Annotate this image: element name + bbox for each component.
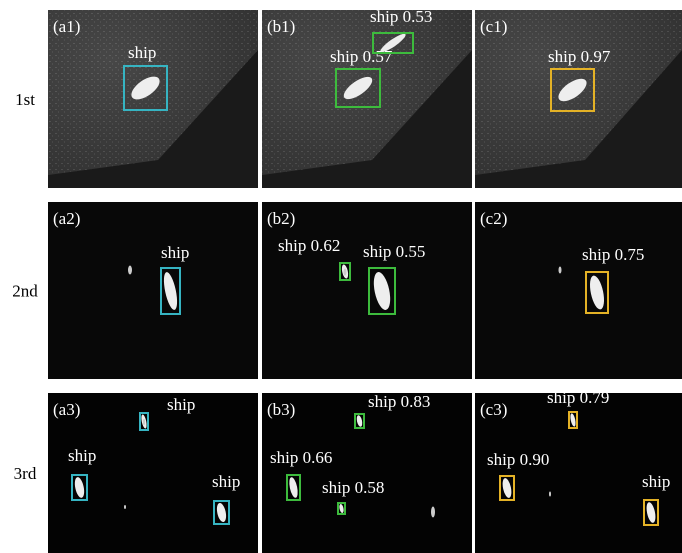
detection-label: ship 0.90 — [487, 450, 549, 469]
ship-echo — [559, 267, 562, 274]
ship-echo — [143, 419, 145, 425]
image-panel: ship (a2) — [48, 202, 258, 379]
image-panel: ship (a1) — [48, 10, 258, 188]
detection-label: ship 0.62 — [278, 236, 340, 255]
image-panel: ship 0.75 (c2) — [475, 202, 682, 379]
detection-label: ship 0.83 — [368, 392, 430, 411]
detection-label: ship 0.79 — [547, 388, 609, 407]
image-panel: ship 0.62 ship 0.55 (b2) — [262, 202, 472, 379]
detection-label: ship 0.66 — [270, 448, 332, 467]
sar-background — [475, 202, 682, 379]
ship-echo — [431, 507, 435, 518]
row-label: 2nd — [12, 282, 38, 301]
panel-tag: (b2) — [267, 209, 295, 228]
image-panel: ship 0.97 (c1) — [475, 10, 682, 188]
detection-label: ship — [212, 472, 240, 491]
sar-background — [48, 202, 258, 379]
detection-label: ship 0.58 — [322, 478, 384, 497]
panel-tag: (c1) — [480, 17, 507, 36]
detection-label: ship — [642, 472, 670, 491]
detection-label: ship 0.75 — [582, 245, 644, 264]
sar-background — [262, 202, 472, 379]
detection-label: ship — [161, 243, 189, 262]
panel-tag: (b1) — [267, 17, 295, 36]
figure: 1stship(a1)ship 0.57ship 0.53(b1)ship 0.… — [0, 0, 682, 553]
ship-echo — [549, 492, 551, 497]
panel-tag: (a3) — [53, 400, 80, 419]
panel-tag: (a2) — [53, 209, 80, 228]
detection-label: ship 0.55 — [363, 242, 425, 261]
ship-echo — [344, 269, 347, 276]
ship-echo — [124, 505, 126, 509]
detection-label: ship — [68, 446, 96, 465]
row-label: 3rd — [14, 464, 37, 483]
row-label: 1st — [15, 90, 35, 109]
ship-echo — [128, 266, 132, 275]
panel-tag: (b3) — [267, 400, 295, 419]
panel-tag: (c2) — [480, 209, 507, 228]
image-panel: ship ship ship (a3) — [48, 393, 258, 553]
detection-label: ship 0.97 — [548, 47, 611, 66]
panel-tag: (a1) — [53, 17, 80, 36]
detection-label: ship 0.53 — [370, 7, 432, 26]
detection-label: ship — [167, 395, 195, 414]
detection-label: ship — [128, 43, 156, 62]
panel-tag: (c3) — [480, 400, 507, 419]
